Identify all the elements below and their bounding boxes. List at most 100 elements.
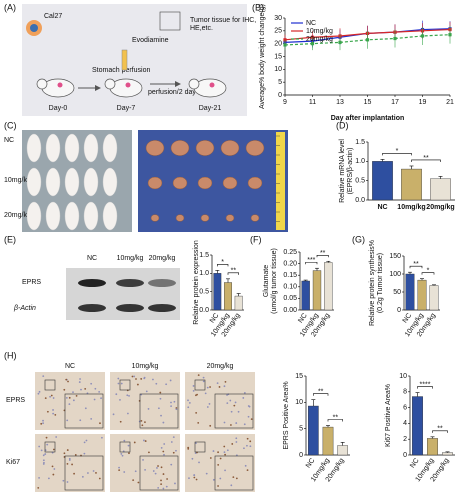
stain-dot bbox=[71, 463, 73, 466]
stain-dot bbox=[162, 487, 165, 490]
stain-dot bbox=[72, 399, 75, 402]
mouse bbox=[26, 201, 42, 231]
stain-dot bbox=[80, 388, 82, 391]
lane-label: 20mg/kg bbox=[149, 255, 176, 262]
y-tick-label: 6 bbox=[403, 404, 407, 411]
legend-label: 20mg/kg bbox=[306, 36, 333, 43]
stain-dot bbox=[206, 406, 209, 408]
sig-label: *** bbox=[307, 257, 315, 264]
bar bbox=[442, 452, 453, 456]
stain-dot bbox=[159, 391, 162, 394]
column-label: NC bbox=[65, 363, 75, 370]
stain-dot bbox=[197, 374, 200, 377]
stain-dot bbox=[170, 405, 172, 408]
y-tick-label: 10 bbox=[274, 66, 282, 73]
panel-label: (C) bbox=[4, 120, 17, 130]
stain-dot bbox=[141, 424, 144, 427]
mouse-head bbox=[36, 78, 48, 90]
x-tick-label: 11 bbox=[309, 99, 316, 106]
marker bbox=[338, 40, 342, 44]
stain-dot bbox=[219, 457, 222, 460]
stain-dot bbox=[92, 470, 95, 472]
sig-label: ** bbox=[423, 155, 429, 162]
y-tick-label: 50 bbox=[393, 289, 401, 296]
stain-dot bbox=[42, 459, 45, 462]
stain-dot bbox=[192, 385, 195, 387]
tumor bbox=[200, 214, 210, 222]
stain-dot bbox=[135, 378, 137, 380]
stain-dot bbox=[131, 375, 134, 378]
x-tick-label: NC bbox=[209, 312, 221, 324]
tumor bbox=[170, 140, 190, 156]
tumor bbox=[220, 140, 240, 156]
y-tick-label: 0 bbox=[397, 307, 401, 314]
stain-dot bbox=[112, 413, 115, 416]
stain-dot bbox=[157, 465, 159, 467]
stain-dot bbox=[67, 380, 69, 383]
bar bbox=[301, 280, 310, 311]
stain-dot bbox=[223, 385, 226, 388]
stain-dot bbox=[174, 482, 176, 485]
stain-dot bbox=[163, 443, 166, 445]
column-label: 10mg/kg bbox=[132, 363, 159, 370]
stain-dot bbox=[143, 439, 145, 442]
stain-dot bbox=[244, 464, 247, 467]
stain-dot bbox=[81, 475, 84, 478]
mouse bbox=[45, 201, 61, 231]
mouse bbox=[102, 167, 118, 197]
stain-dot bbox=[90, 382, 93, 385]
inset bbox=[64, 393, 104, 429]
band bbox=[116, 279, 144, 287]
stain-dot bbox=[50, 394, 53, 397]
stain-dot bbox=[51, 465, 54, 468]
stain-dot bbox=[169, 379, 172, 382]
stain-dot bbox=[247, 415, 250, 418]
stain-dot bbox=[206, 386, 209, 389]
sig-bracket bbox=[409, 265, 423, 269]
tumor bbox=[145, 140, 165, 156]
day-label: Day-7 bbox=[117, 105, 136, 112]
stain-dot bbox=[78, 381, 81, 383]
stain-dot bbox=[152, 470, 155, 472]
roi bbox=[44, 441, 56, 453]
sig-label: ** bbox=[318, 389, 324, 396]
marker bbox=[365, 38, 370, 42]
y-axis-label: Glutamate bbox=[263, 265, 270, 297]
cell-label: Cal27 bbox=[44, 13, 62, 20]
stain-dot bbox=[188, 402, 191, 404]
stain-dot bbox=[45, 436, 48, 439]
stain-dot bbox=[242, 397, 245, 399]
stain-dot bbox=[229, 399, 232, 402]
stain-dot bbox=[98, 390, 101, 393]
stain-dot bbox=[187, 447, 190, 450]
stain-dot bbox=[79, 378, 81, 380]
mouse bbox=[83, 133, 99, 163]
sig-label: ** bbox=[333, 414, 339, 421]
y-tick-label: 0.0 bbox=[355, 197, 365, 204]
sig-label: * bbox=[221, 259, 224, 266]
stain-dot bbox=[37, 392, 40, 395]
x-tick-label: 9 bbox=[283, 99, 287, 106]
stain-dot bbox=[226, 449, 229, 452]
inset bbox=[214, 455, 254, 491]
y-tick-label: 0.5 bbox=[355, 178, 365, 185]
stain-dot bbox=[115, 393, 118, 396]
bar bbox=[312, 270, 322, 311]
bar bbox=[322, 426, 334, 456]
mouse bbox=[45, 133, 61, 163]
stain-dot bbox=[38, 390, 41, 393]
legend-label: NC bbox=[306, 20, 316, 27]
roi bbox=[194, 379, 206, 391]
stain-dot bbox=[162, 421, 165, 424]
stain-dot bbox=[156, 467, 158, 469]
stain-dot bbox=[101, 436, 103, 439]
y-tick-label: 30 bbox=[274, 15, 282, 22]
y-tick-label: 20 bbox=[274, 41, 282, 48]
mouse bbox=[45, 167, 61, 197]
stain-dot bbox=[52, 412, 55, 415]
stain-dot bbox=[217, 485, 219, 487]
y-tick-label: 5 bbox=[299, 426, 303, 433]
stain-dot bbox=[72, 391, 74, 394]
stain-dot bbox=[223, 451, 226, 454]
stain-dot bbox=[87, 472, 89, 474]
